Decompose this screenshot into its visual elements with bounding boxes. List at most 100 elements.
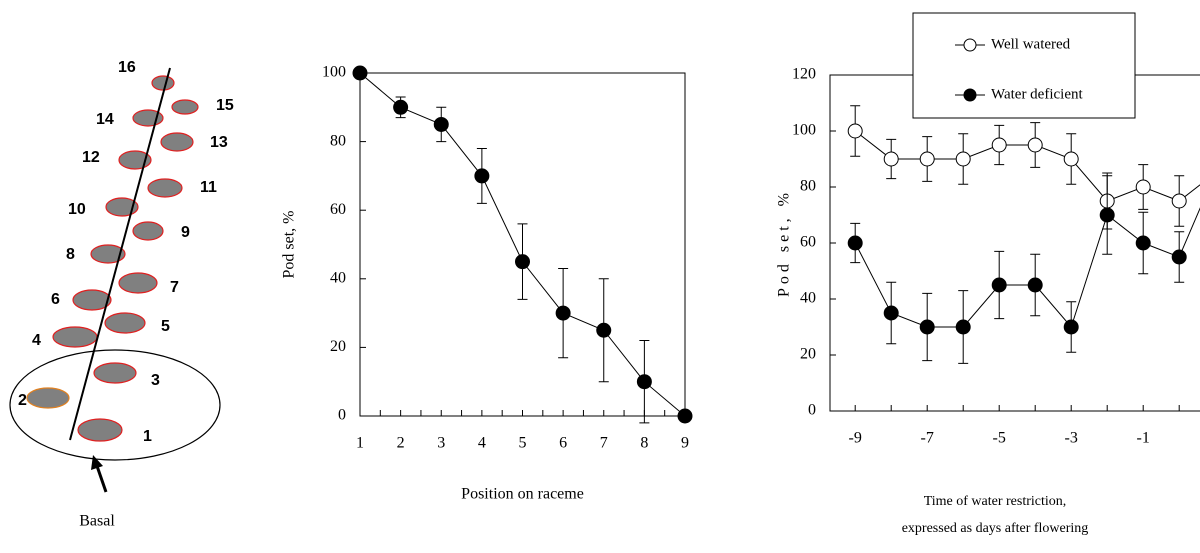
- x-axis-label: expressed as days after flowering: [902, 521, 1089, 536]
- y-axis-label: Pod set, %: [281, 211, 298, 279]
- legend-box: [912, 12, 1136, 119]
- pod: [52, 326, 98, 348]
- data-point: [1135, 179, 1151, 195]
- y-tick-label: 0: [808, 402, 816, 419]
- pod-label: 7: [170, 279, 179, 296]
- raceme-axis: [69, 67, 171, 441]
- pod: [72, 289, 112, 311]
- x-tick-label: 6: [559, 435, 567, 452]
- basal-label: Basal: [79, 513, 115, 530]
- data-point: [847, 123, 863, 139]
- pod: [93, 362, 137, 384]
- data-point: [919, 319, 935, 335]
- pod: [132, 221, 164, 241]
- pod: [171, 99, 199, 115]
- x-tick-label: 4: [478, 435, 486, 452]
- data-point: [1171, 193, 1187, 209]
- x-tick-label: 3: [437, 435, 445, 452]
- data-point: [393, 99, 409, 115]
- x-tick-label: -7: [921, 430, 934, 447]
- x-tick-label: 1: [356, 435, 364, 452]
- pod: [147, 178, 183, 198]
- pod-label: 4: [32, 332, 41, 349]
- legend: Well watered Water deficient: [912, 12, 1136, 119]
- y-tick-label: 80: [800, 178, 816, 195]
- data-point: [352, 65, 368, 81]
- y-tick-label: 100: [792, 122, 816, 139]
- pod: [160, 132, 194, 152]
- data-point: [474, 168, 490, 184]
- x-tick-label: 8: [640, 435, 648, 452]
- y-axis-label: Pod set, %: [776, 189, 793, 297]
- data-point: [1135, 235, 1151, 251]
- legend-marker: [963, 88, 977, 102]
- pod-label: 12: [82, 149, 100, 166]
- pod-label: 14: [96, 111, 114, 128]
- pod-label: 11: [200, 179, 217, 196]
- x-tick-label: 2: [397, 435, 405, 452]
- x-tick-label: -9: [849, 430, 862, 447]
- data-point: [555, 305, 571, 321]
- pod-label: 8: [66, 246, 75, 263]
- y-tick-label: 20: [330, 338, 346, 355]
- y-tick-label: 40: [800, 290, 816, 307]
- x-tick-label: -3: [1065, 430, 1078, 447]
- data-point: [991, 137, 1007, 153]
- y-tick-label: 80: [330, 132, 346, 149]
- pod-label: 2: [18, 392, 27, 409]
- pod: [90, 244, 126, 264]
- pod-label: 15: [216, 97, 234, 114]
- pod-label: 3: [151, 372, 160, 389]
- x-tick-label: 5: [519, 435, 527, 452]
- data-point: [1027, 137, 1043, 153]
- chart: 0 20 40 60 80 100 1 2 3 4 5 6 7 8 9 Position on raceme P…: [281, 64, 693, 503]
- pod-label: 10: [68, 201, 86, 218]
- data-point: [883, 305, 899, 321]
- pod-label: 1: [143, 428, 152, 445]
- pod: [104, 312, 146, 334]
- y-tick-label: 40: [330, 269, 346, 286]
- legend-marker: [963, 38, 977, 52]
- data-point: [433, 116, 449, 132]
- data-point: [1063, 319, 1079, 335]
- pod-label: 16: [118, 59, 136, 76]
- data-point: [919, 151, 935, 167]
- pod-label: 5: [161, 318, 170, 335]
- pod-label: 9: [181, 224, 190, 241]
- arrow-shaft: [95, 465, 108, 493]
- arrow-head: [91, 455, 103, 470]
- data-point: [636, 374, 652, 390]
- pod: [118, 150, 152, 170]
- pod-label: 13: [210, 134, 228, 151]
- raceme-diagram: Basal 1 2 3 4 5 6 7 8 9 10 11 12 13 14 1…: [9, 59, 234, 530]
- data-point: [515, 254, 530, 270]
- x-tick-label: -5: [993, 430, 1006, 447]
- legend-label: Water deficient: [991, 86, 1083, 102]
- pod-label: 6: [51, 291, 60, 308]
- x-axis-label: Position on raceme: [461, 486, 584, 503]
- y-tick-label: 60: [330, 201, 346, 218]
- pod: [26, 387, 70, 409]
- data-point: [955, 151, 971, 167]
- pod: [105, 197, 139, 217]
- basal-ring: [9, 349, 221, 461]
- y-tick-label: 100: [322, 64, 346, 81]
- data-point: [883, 151, 899, 167]
- x-tick-label: -1: [1137, 430, 1150, 447]
- data-point: [847, 235, 863, 251]
- y-tick-label: 20: [800, 346, 816, 363]
- data-point: [1171, 249, 1187, 265]
- data-point: [1027, 277, 1043, 293]
- y-tick-label: 0: [338, 407, 346, 424]
- data-point: [1063, 151, 1079, 167]
- data-point: [596, 322, 612, 338]
- x-tick-label: 7: [600, 435, 608, 452]
- pod: [151, 75, 175, 91]
- pod: [77, 418, 123, 442]
- legend-label: Well watered: [991, 36, 1071, 52]
- data-point: [991, 277, 1007, 293]
- pod: [118, 272, 158, 294]
- y-tick-label: 60: [800, 234, 816, 251]
